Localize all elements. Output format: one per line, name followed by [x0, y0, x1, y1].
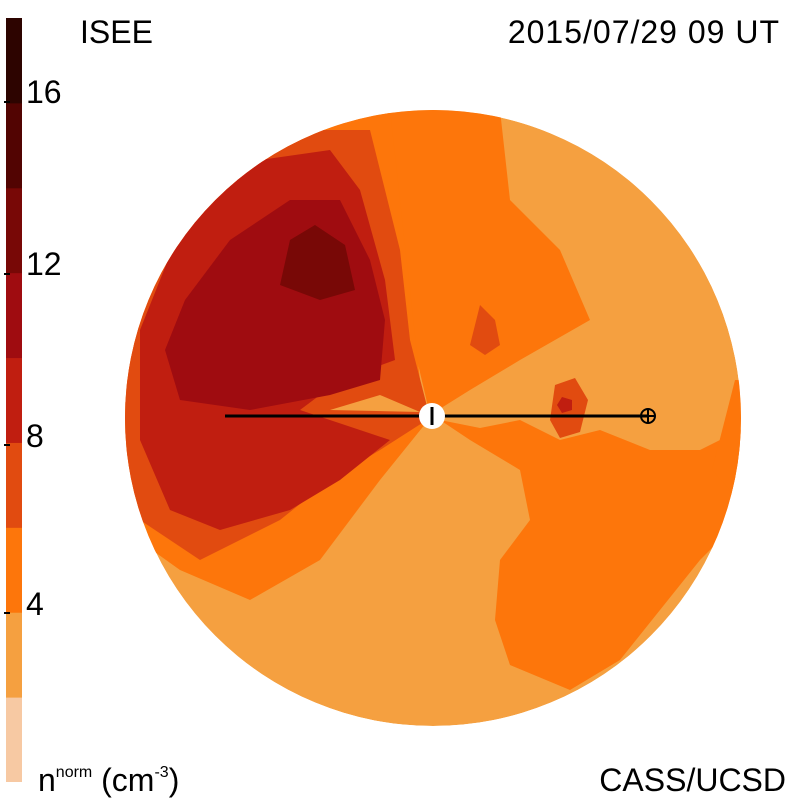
- source-label: ISEE: [80, 14, 153, 50]
- contour-level2: [440, 420, 741, 690]
- unit-exp: -3: [154, 764, 169, 781]
- colorbar-tick-label: 8: [26, 418, 44, 454]
- colorbar-segment: [6, 697, 22, 782]
- colorbar-segment: [6, 527, 22, 613]
- colorbar: [6, 18, 22, 782]
- contour-level3: [470, 305, 500, 355]
- colorbar-tick-label: 12: [26, 246, 62, 282]
- unit-super: norm: [55, 764, 93, 781]
- colorbar-tick-label: 16: [26, 74, 62, 110]
- colorbar-segment: [6, 357, 22, 443]
- contour-level2: [712, 380, 741, 490]
- contour-level1: [440, 418, 530, 428]
- credit-label: CASS/UCSD: [599, 762, 786, 798]
- timestamp-label: 2015/07/29 09 UT: [507, 14, 780, 50]
- contour-level2: [385, 110, 590, 415]
- unit-close: ): [168, 762, 180, 798]
- colorbar-segment: [6, 612, 22, 698]
- colorbar-segment: [6, 272, 22, 359]
- colorbar-tick-mark: [4, 101, 10, 103]
- unit-paren: (cm: [101, 762, 155, 798]
- contour-level6: [280, 225, 355, 300]
- colorbar-tick-label: 4: [26, 586, 44, 622]
- colorbar-tick-mark: [4, 444, 10, 446]
- colorbar-segment: [6, 187, 22, 274]
- contour-level4: [557, 397, 572, 413]
- contour-level1: [330, 395, 420, 412]
- unit-base: n: [38, 762, 56, 798]
- colorbar-segment: [6, 442, 22, 528]
- colorbar-tick-mark: [4, 273, 10, 275]
- colorbar-segment: [6, 102, 22, 189]
- colorbar-segment: [6, 18, 22, 104]
- unit-label: nnorm (cm-3): [38, 764, 179, 796]
- colorbar-tick-mark: [4, 612, 10, 614]
